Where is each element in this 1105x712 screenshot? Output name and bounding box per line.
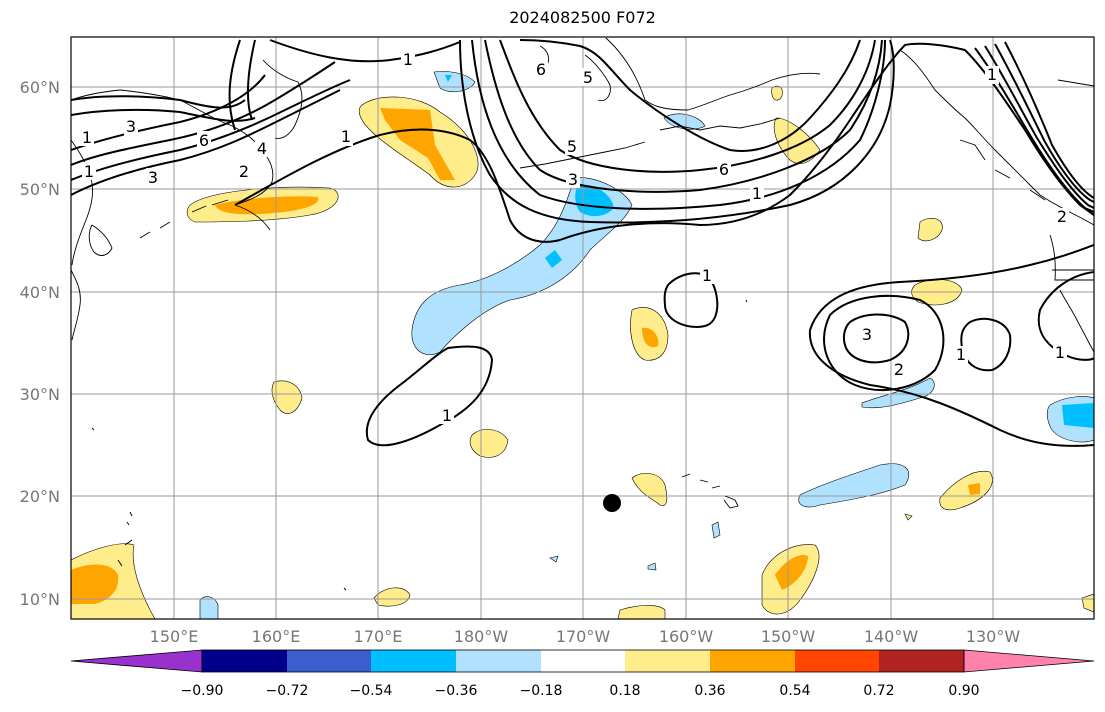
contour-label: 3 bbox=[148, 168, 158, 187]
contour-label: 1 bbox=[82, 128, 92, 147]
contour-label: 6 bbox=[719, 160, 729, 179]
map-frame bbox=[70, 36, 1095, 620]
colorbar-segment bbox=[625, 650, 710, 672]
storm-center-marker bbox=[603, 494, 621, 512]
contour-label: 6 bbox=[199, 131, 209, 150]
contour-label: 1 bbox=[956, 345, 966, 364]
contour-label: 1 bbox=[442, 406, 452, 425]
contour-label: 1 bbox=[403, 50, 413, 69]
colorbar-tick: −0.90 bbox=[181, 683, 224, 699]
contour-label: 5 bbox=[583, 68, 593, 87]
colorbar-tick: 0.72 bbox=[863, 683, 894, 699]
contour-lines bbox=[71, 39, 1094, 447]
lat-label: 60°N bbox=[20, 78, 60, 97]
longitude-labels: 150°E 160°E 170°E 180°W 170°W 160°W 150°… bbox=[150, 627, 1021, 646]
lon-label: 150°W bbox=[761, 627, 816, 646]
contour-label: 1 bbox=[752, 184, 762, 203]
lat-label: 10°N bbox=[20, 590, 60, 609]
lat-label: 30°N bbox=[20, 385, 60, 404]
colorbar-segment bbox=[456, 650, 541, 672]
lon-label: 180°W bbox=[454, 627, 509, 646]
lat-label: 50°N bbox=[20, 180, 60, 199]
contour-labels: 6 5 1 1 5 6 3 1 4 2 3 3 1 1 bbox=[80, 50, 1069, 425]
colorbar-segment bbox=[202, 650, 287, 672]
colorbar-tick: 0.36 bbox=[694, 683, 725, 699]
colorbar-segment bbox=[541, 650, 625, 672]
contour-label: 2 bbox=[239, 162, 249, 181]
contour-label: 3 bbox=[126, 117, 136, 136]
colorbar-tick: 0.90 bbox=[948, 683, 979, 699]
lon-label: 130°W bbox=[966, 627, 1021, 646]
contour-label: 2 bbox=[1057, 207, 1067, 226]
contour-label: 3 bbox=[862, 325, 872, 344]
colorbar-segment bbox=[371, 650, 456, 672]
colorbar-extend-low bbox=[70, 649, 203, 673]
colorbar-extend-high bbox=[963, 649, 1095, 673]
lon-label: 140°W bbox=[864, 627, 919, 646]
colorbar-tick: −0.36 bbox=[435, 683, 478, 699]
colorbar-segment bbox=[795, 650, 879, 672]
lon-label: 170°E bbox=[354, 627, 403, 646]
contour-label: 1 bbox=[702, 266, 712, 285]
lat-label: 20°N bbox=[20, 487, 60, 506]
colorbar-segment bbox=[287, 650, 371, 672]
colorbar: −0.90 −0.72 −0.54 −0.36 −0.18 0.18 0.36 … bbox=[70, 649, 1095, 699]
contour-label: 1 bbox=[1055, 343, 1065, 362]
lon-label: 150°E bbox=[150, 627, 199, 646]
latitude-labels: 60°N 50°N 40°N 30°N 20°N 10°N bbox=[20, 78, 60, 609]
colorbar-tick: −0.72 bbox=[266, 683, 309, 699]
colorbar-segment bbox=[710, 650, 795, 672]
contour-label: 1 bbox=[341, 127, 351, 146]
contour-label: 1 bbox=[84, 162, 94, 181]
lon-label: 160°E bbox=[252, 627, 301, 646]
contour-label: 4 bbox=[257, 139, 267, 158]
contour-label: 5 bbox=[567, 137, 577, 156]
lon-label: 160°W bbox=[659, 627, 714, 646]
colorbar-tick: 0.18 bbox=[609, 683, 640, 699]
coastlines bbox=[71, 37, 1094, 591]
lat-lon-grid bbox=[71, 37, 1094, 619]
contour-label: 6 bbox=[536, 60, 546, 79]
colorbar-segment bbox=[879, 650, 964, 672]
colorbar-tick: 0.54 bbox=[779, 683, 810, 699]
map-title: 2024082500 F072 bbox=[509, 8, 656, 27]
contour-label: 1 bbox=[987, 65, 997, 84]
contour-label: 3 bbox=[568, 170, 578, 189]
contour-label: 2 bbox=[894, 360, 904, 379]
lon-label: 170°W bbox=[556, 627, 611, 646]
lat-label: 40°N bbox=[20, 283, 60, 302]
colorbar-tick: −0.18 bbox=[520, 683, 563, 699]
colorbar-tick: −0.54 bbox=[350, 683, 393, 699]
